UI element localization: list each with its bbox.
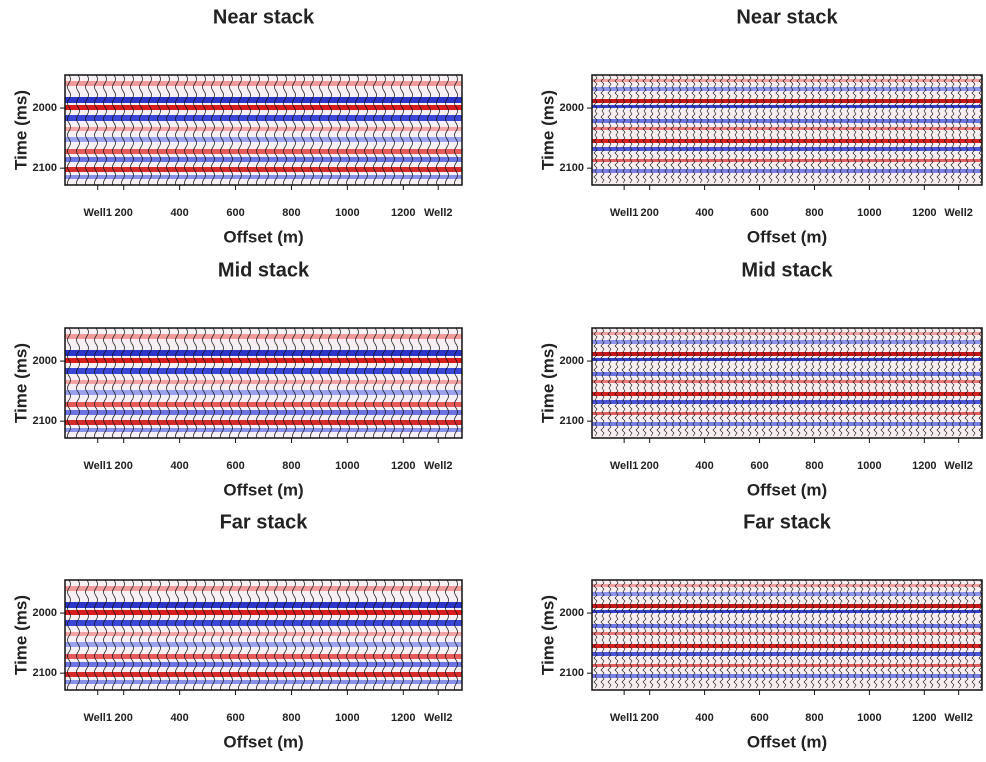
panel-title: Mid stack	[218, 259, 310, 281]
x-axis-label: Offset (m)	[747, 227, 827, 246]
x-tick-label: 1200	[912, 207, 936, 219]
seismic-section	[65, 328, 462, 438]
x-tick-label: Well2	[424, 712, 453, 724]
panel	[65, 328, 462, 438]
y-tick-label: 2100	[560, 667, 584, 679]
x-tick-label: Well2	[944, 712, 973, 724]
y-axis-label: Time (ms)	[538, 343, 557, 423]
y-tick-label: 2000	[33, 607, 57, 619]
panel	[592, 328, 982, 438]
x-tick-label: 600	[226, 460, 244, 472]
x-tick-label: 800	[805, 460, 823, 472]
x-tick-label: 800	[282, 712, 300, 724]
x-tick-label: 400	[170, 712, 188, 724]
y-axis-label: Time (ms)	[11, 90, 30, 170]
x-tick-label: Well1	[83, 712, 112, 724]
x-tick-label: 200	[640, 712, 658, 724]
x-tick-label: Well1	[610, 207, 639, 219]
x-tick-label: 400	[695, 207, 713, 219]
seismic-section	[592, 328, 982, 438]
y-axis-label: Time (ms)	[538, 595, 557, 675]
plot-frame	[591, 579, 983, 691]
x-tick-label: 600	[750, 207, 768, 219]
plot-frame	[64, 74, 463, 186]
x-tick-label: 600	[226, 207, 244, 219]
x-tick-label: 600	[750, 460, 768, 472]
x-tick-label: 400	[695, 712, 713, 724]
y-tick-label: 2000	[560, 607, 584, 619]
y-tick-label: 2000	[560, 102, 584, 114]
x-tick-label: 1200	[912, 712, 936, 724]
x-tick-label: 1200	[391, 460, 415, 472]
x-tick-label: 1000	[335, 207, 359, 219]
plot-frame	[591, 327, 983, 439]
y-tick-label: 2100	[33, 162, 57, 174]
x-tick-label: Well2	[944, 460, 973, 472]
x-tick-label: 800	[282, 460, 300, 472]
seismic-section	[592, 580, 982, 690]
plot-frame	[64, 327, 463, 439]
x-tick-label: 1200	[391, 207, 415, 219]
panel	[592, 580, 982, 690]
y-tick-label: 2100	[33, 415, 57, 427]
y-tick-label: 2100	[33, 667, 57, 679]
panel-title: Near stack	[736, 6, 838, 28]
y-axis-label: Time (ms)	[11, 343, 30, 423]
x-tick-label: 600	[750, 712, 768, 724]
y-tick-label: 2000	[33, 102, 57, 114]
x-tick-label: 1000	[857, 460, 881, 472]
seismic-section	[592, 75, 982, 185]
x-tick-label: 200	[115, 460, 133, 472]
x-tick-label: 400	[695, 460, 713, 472]
x-tick-label: Well1	[83, 207, 112, 219]
x-tick-label: 800	[282, 207, 300, 219]
x-tick-label: 200	[640, 207, 658, 219]
y-tick-label: 2100	[560, 162, 584, 174]
x-tick-label: Well1	[83, 460, 112, 472]
x-tick-label: 200	[115, 207, 133, 219]
x-tick-label: 1000	[335, 460, 359, 472]
y-tick-label: 2000	[33, 355, 57, 367]
x-tick-label: Well2	[944, 207, 973, 219]
y-tick-label: 2100	[560, 415, 584, 427]
x-tick-label: Well1	[610, 712, 639, 724]
x-tick-label: 1200	[912, 460, 936, 472]
seismic-section	[65, 580, 462, 690]
x-tick-label: 600	[226, 712, 244, 724]
x-tick-label: 1000	[857, 712, 881, 724]
x-axis-label: Offset (m)	[223, 480, 303, 499]
plot-frame	[591, 74, 983, 186]
x-tick-label: 400	[170, 460, 188, 472]
panel-title: Near stack	[213, 6, 315, 28]
panel-title: Mid stack	[741, 259, 833, 281]
x-tick-label: 400	[170, 207, 188, 219]
panel	[592, 75, 982, 185]
y-tick-label: 2000	[560, 355, 584, 367]
x-axis-label: Offset (m)	[223, 732, 303, 751]
x-tick-label: Well1	[610, 460, 639, 472]
x-tick-label: 1000	[857, 207, 881, 219]
seismic-section	[65, 75, 462, 185]
x-axis-label: Offset (m)	[747, 480, 827, 499]
x-tick-label: 200	[115, 712, 133, 724]
panel-title: Far stack	[743, 511, 832, 533]
x-axis-label: Offset (m)	[747, 732, 827, 751]
x-axis-label: Offset (m)	[223, 227, 303, 246]
x-tick-label: 800	[805, 712, 823, 724]
x-tick-label: 1000	[335, 712, 359, 724]
y-axis-label: Time (ms)	[538, 90, 557, 170]
x-tick-label: 1200	[391, 712, 415, 724]
panel-title: Far stack	[220, 511, 309, 533]
y-axis-label: Time (ms)	[11, 595, 30, 675]
panel	[65, 580, 462, 690]
plot-frame	[64, 579, 463, 691]
x-tick-label: Well2	[424, 460, 453, 472]
x-tick-label: 800	[805, 207, 823, 219]
x-tick-label: Well2	[424, 207, 453, 219]
panel	[65, 75, 462, 185]
x-tick-label: 200	[640, 460, 658, 472]
